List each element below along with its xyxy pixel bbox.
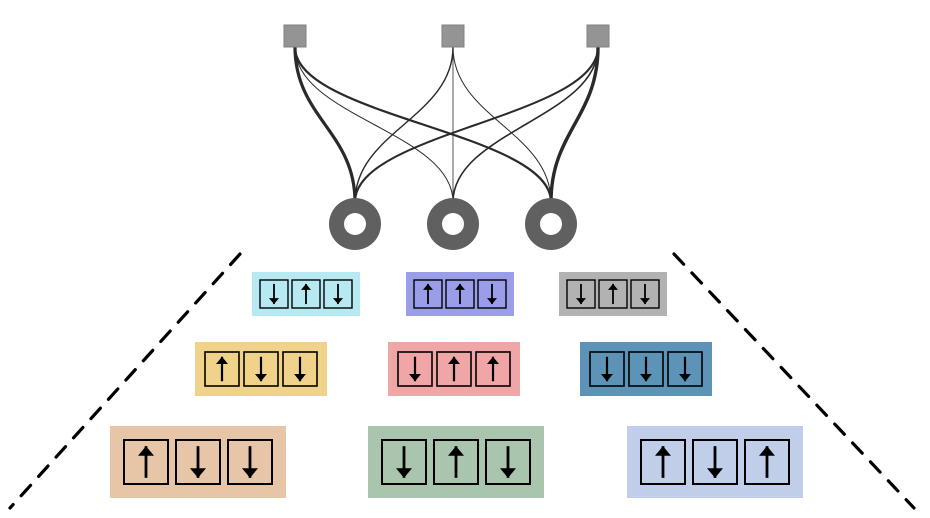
edges-group <box>295 47 598 202</box>
squares-group <box>284 25 609 47</box>
edge-sq0-r2 <box>295 47 551 202</box>
ring-hole-r1 <box>442 213 464 235</box>
edge-sq2-r0 <box>355 47 598 202</box>
spin-group-r1-g2 <box>580 342 712 396</box>
diagram-root <box>0 0 930 518</box>
square-sq2 <box>587 25 609 47</box>
edge-sq2-r2 <box>551 47 598 202</box>
spin-group-r0-g1 <box>406 272 514 316</box>
spin-group-r0-g0 <box>252 272 360 316</box>
ring-hole-r2 <box>540 213 562 235</box>
spin-group-r1-g0 <box>195 342 327 396</box>
edge-sq1-r0 <box>355 47 453 202</box>
square-sq1 <box>442 25 464 47</box>
spin-group-r2-g2 <box>627 426 803 498</box>
edge-sq0-r1 <box>295 47 453 202</box>
spin-group-r2-g0 <box>110 426 286 498</box>
edge-sq0-r0 <box>295 47 355 202</box>
ring-hole-r0 <box>344 213 366 235</box>
edge-sq1-r2 <box>453 47 551 202</box>
spin-group-r0-g2 <box>559 272 667 316</box>
square-sq0 <box>284 25 306 47</box>
spin-group-r2-g1 <box>368 426 544 498</box>
rings-group <box>329 198 577 250</box>
spin-group-r1-g1 <box>388 342 520 396</box>
